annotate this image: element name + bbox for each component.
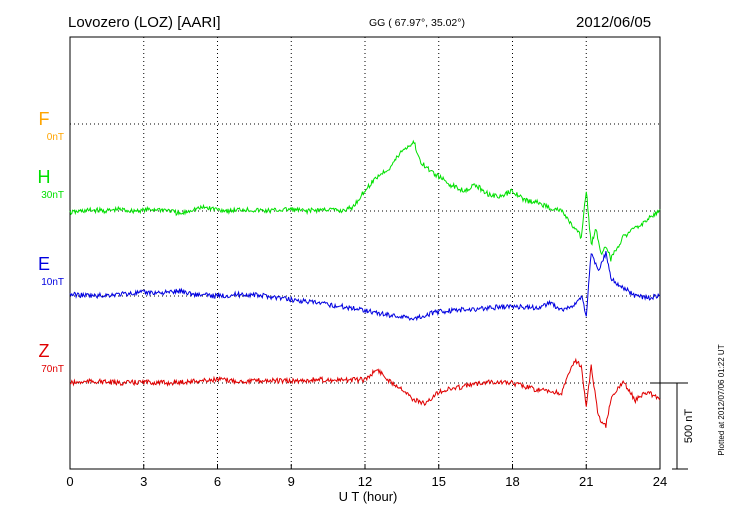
x-tick-label-0: 0 <box>66 474 73 489</box>
series-label-f: F <box>39 109 50 129</box>
x-tick-label-21: 21 <box>579 474 593 489</box>
series-baseline-label-h: 30nT <box>41 190 64 201</box>
plotted-at-stamp: Plotted at 2012/07/06 01:22 UT <box>717 344 726 455</box>
x-tick-label-18: 18 <box>505 474 519 489</box>
x-axis-label: U T (hour) <box>339 489 398 504</box>
x-axis-ticks: 0 3 6 9 12 15 18 21 24 <box>66 464 667 489</box>
x-tick-label-24: 24 <box>653 474 667 489</box>
plot-date: 2012/06/05 <box>576 14 651 31</box>
scale-bar: 500 nT <box>650 382 695 470</box>
series-baseline-label-e: 10nT <box>41 277 64 288</box>
x-tick-label-12: 12 <box>358 474 372 489</box>
series-label-e: E <box>38 254 50 274</box>
station-coordinates: GG ( 67.97°, 35.02°) <box>369 17 465 29</box>
x-tick-label-15: 15 <box>432 474 446 489</box>
series-label-h: H <box>38 167 51 187</box>
x-tick-label-3: 3 <box>140 474 147 489</box>
scale-bar-label: 500 nT <box>683 409 695 444</box>
series-labels: F 0nT H 30nT E 10nT Z 70nT <box>38 109 65 375</box>
series-line-h <box>69 139 661 262</box>
series-line-z <box>69 357 661 428</box>
series-label-z: Z <box>39 341 50 361</box>
x-tick-label-9: 9 <box>288 474 295 489</box>
grid <box>143 37 587 469</box>
station-title: Lovozero (LOZ) [AARI] <box>68 14 221 31</box>
series-layer <box>69 139 661 428</box>
x-tick-label-6: 6 <box>214 474 221 489</box>
series-baseline-label-z: 70nT <box>41 364 64 375</box>
series-baseline-label-f: 0nT <box>47 132 64 143</box>
series-line-e <box>69 251 661 322</box>
